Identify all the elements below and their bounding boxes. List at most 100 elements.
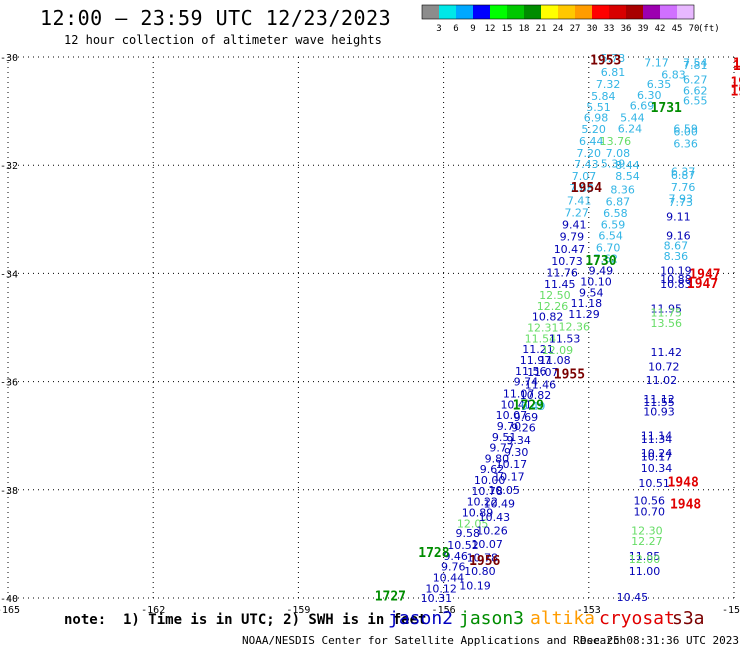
wave-height-value: 5.20: [581, 123, 606, 136]
wave-height-value: 9.41: [562, 219, 587, 232]
wave-height-value: 6.35: [647, 78, 672, 91]
wave-height-value: 11.45: [544, 278, 576, 291]
colorbar-swatch: [558, 5, 575, 19]
credit-line: NOAA/NESDIS Center for Satellite Applica…: [242, 634, 627, 647]
wave-height-value: 9.49: [521, 400, 546, 413]
wave-height-value: 6.58: [603, 207, 628, 220]
wave-height-value: 10.12: [425, 582, 457, 595]
wave-height-value: 9.62: [480, 463, 505, 476]
colorbar-swatch: [439, 5, 456, 19]
wave-height-value: 10.22: [467, 496, 499, 509]
wave-height-value: 10.88: [660, 273, 692, 286]
y-tick-label: -40: [0, 594, 18, 605]
wave-height-value: 7.43: [574, 158, 599, 171]
wave-height-value: 10.24: [641, 447, 673, 460]
pass-time-label: 1956: [469, 554, 500, 569]
wave-height-value: 10.31: [421, 592, 453, 605]
wave-height-value: 10.26: [476, 524, 508, 537]
colorbar-label: 24: [553, 24, 564, 34]
colorbar-label: 9: [470, 24, 475, 34]
wave-height-value: 11.54: [525, 332, 557, 345]
wave-height-value: 10.47: [554, 243, 586, 256]
wave-height-value: 9.70: [497, 420, 522, 433]
wave-height-value: 10.10: [580, 276, 612, 289]
wave-height-value: 9.58: [456, 527, 481, 540]
pass-time-label: 1954: [571, 181, 602, 196]
colorbar-swatch: [473, 5, 490, 19]
wave-height-value: 6.59: [601, 219, 626, 232]
wave-height-value: 10.07: [471, 538, 503, 551]
x-tick-label: -159: [286, 605, 310, 616]
wave-height-value: 10.78: [471, 485, 503, 498]
wave-height-value: 6.98: [584, 112, 609, 125]
footnote: note: 1) Time is in UTC; 2) SWH is in fe…: [64, 612, 427, 628]
wave-height-value: 9.49: [589, 265, 614, 278]
colorbar-swatch: [575, 5, 592, 19]
wave-height-value: 7.27: [564, 206, 589, 219]
wave-height-value: 9.46: [443, 550, 468, 563]
wave-height-value: 12.50: [539, 289, 571, 302]
wave-height-value: 7.93: [669, 193, 694, 206]
wave-height-value: 10.17: [493, 470, 525, 483]
wave-height-value: 10.78: [467, 551, 499, 564]
wave-height-value: 10.00: [474, 474, 506, 487]
colorbar-swatch: [541, 5, 558, 19]
wave-height-value: 6.87: [671, 169, 696, 182]
wave-height-value: 10.07: [496, 409, 528, 422]
wave-height-value: 9.16: [666, 230, 691, 243]
colorbar-label: 18: [519, 24, 530, 34]
wave-height-value: 9.51: [492, 431, 517, 444]
wave-height-value: 6.44: [579, 135, 604, 148]
pass-time-label: 1948: [668, 476, 699, 491]
wave-height-value: 11.08: [539, 354, 571, 367]
colorbar-swatch: [626, 5, 643, 19]
wave-height-value: 10.41: [500, 398, 532, 411]
wave-height-value: 9.34: [506, 434, 531, 447]
wave-height-value: 10.19: [459, 580, 491, 593]
pass-time-label: 1955: [554, 367, 585, 382]
y-tick-label: -38: [0, 486, 18, 497]
x-tick-label: -153: [577, 605, 601, 616]
wave-height-value: 6.00: [673, 126, 698, 139]
colorbar-swatch: [524, 5, 541, 19]
wave-height-value: 5.84: [591, 90, 616, 103]
wave-height-value: 10.51: [638, 477, 670, 490]
wave-height-value: 10.82: [520, 389, 552, 402]
pass-time-label: 1945: [733, 56, 740, 71]
wave-height-value: 10.80: [464, 565, 496, 578]
pass-time-label: 1730: [585, 254, 616, 269]
legend-jason2: jason2: [388, 608, 454, 629]
wave-height-value: 9.69: [514, 411, 539, 424]
time-labels: 1953194519491945194617311954173019471947…: [375, 54, 740, 605]
wave-height-value: 11.75: [650, 306, 682, 319]
pass-time-label: 1948: [670, 497, 701, 512]
pass-time-label: 1946: [730, 85, 740, 100]
wave-height-value: 8.54: [615, 170, 640, 183]
wave-height-value: 8.36: [610, 184, 635, 197]
wave-height-value: 11.02: [646, 374, 678, 387]
wave-height-value: 5.51: [586, 101, 611, 114]
wave-height-value: 7.32: [596, 78, 621, 91]
wave-height-value: 12.00: [629, 553, 661, 566]
wave-height-value: 6.27: [683, 74, 708, 87]
wave-height-value: 6.81: [601, 66, 626, 79]
colorbar: 3 6 9 12 15 18 21 24 27 30 33 36 39 42 45 70(ft): [421, 4, 720, 34]
wave-height-value: 6.70: [596, 241, 621, 254]
wave-height-value: 9.77: [489, 442, 514, 455]
wave-height-value: 12.09: [542, 344, 574, 357]
wave-height-value: 11.34: [641, 433, 673, 446]
wave-height-value: 7.07: [572, 170, 597, 183]
legend-s3a: s3a: [672, 608, 705, 629]
wave-height-value: 9.26: [511, 422, 536, 435]
wave-height-value: 10.43: [479, 511, 511, 524]
colorbar-label: 3: [436, 24, 441, 34]
wave-height-value: 5.39: [601, 158, 626, 171]
colorbar-label: 33: [604, 24, 615, 34]
colorbar-label: (ft): [698, 24, 720, 34]
wave-height-value: 11.55: [643, 396, 675, 409]
legend-altika: altika: [530, 608, 596, 629]
pass-time-label: 1731: [651, 101, 682, 116]
wave-height-value: 10.89: [462, 507, 494, 520]
